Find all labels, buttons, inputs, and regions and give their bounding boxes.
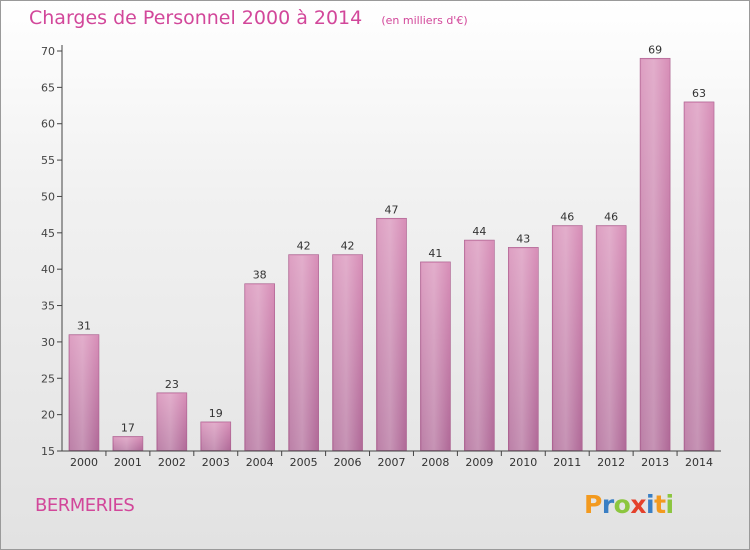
y-tick-label: 45 — [41, 227, 55, 240]
bar-sheen — [157, 393, 186, 450]
y-tick-label: 25 — [41, 372, 55, 385]
x-tick-label: 2008 — [421, 456, 449, 469]
x-tick-label: 2003 — [202, 456, 230, 469]
x-axis: 2000 2001 2002 2003 2004 2005 2006 2007 2008 2009… — [62, 450, 721, 469]
value-label: 44 — [472, 225, 486, 238]
y-axis: 15 20 25 30 35 40 45 50 55 60 65 70 — [41, 45, 63, 458]
value-label: 63 — [692, 87, 706, 100]
x-tick-label: 2014 — [685, 456, 713, 469]
x-tick-label: 2005 — [290, 456, 318, 469]
title-row: Charges de Personnel 2000 à 2014 (en mil… — [29, 7, 468, 29]
x-tick-label: 2012 — [597, 456, 625, 469]
bar-sheen — [597, 226, 626, 450]
bar-sheen — [333, 255, 362, 450]
bar-sheen — [421, 262, 450, 450]
logo-letter: P — [584, 490, 602, 519]
bars — [68, 57, 715, 452]
value-label: 38 — [253, 269, 267, 282]
value-label: 46 — [560, 211, 574, 224]
value-label: 23 — [165, 378, 179, 391]
x-tick-label: 2004 — [246, 456, 274, 469]
bar-sheen — [201, 422, 230, 450]
x-tick-label: 2002 — [158, 456, 186, 469]
value-label: 31 — [77, 320, 91, 333]
logo-letter: t — [654, 490, 666, 519]
x-tick-label: 2006 — [334, 456, 362, 469]
bar-sheen — [69, 335, 98, 450]
bar-sheen — [113, 437, 142, 450]
x-tick-label: 2010 — [509, 456, 537, 469]
value-label: 47 — [385, 203, 399, 216]
x-tick-label: 2007 — [378, 456, 406, 469]
proxiti-logo: Proxiti — [584, 490, 674, 519]
bar-sheen — [685, 102, 714, 450]
chart-unit: (en milliers d'€) — [381, 14, 468, 27]
y-tick-label: 20 — [41, 409, 55, 422]
y-tick-label: 30 — [41, 336, 55, 349]
value-label: 69 — [648, 43, 662, 56]
value-label: 17 — [121, 421, 135, 434]
y-tick-label: 70 — [41, 45, 55, 58]
value-label: 41 — [428, 247, 442, 260]
bar-sheen — [509, 248, 538, 450]
y-tick-label: 60 — [41, 118, 55, 131]
bar-sheen — [289, 255, 318, 450]
bar-sheen — [641, 59, 670, 450]
chart-title: Charges de Personnel 2000 à 2014 — [29, 7, 363, 29]
value-label: 46 — [604, 211, 618, 224]
value-label: 19 — [209, 407, 223, 420]
logo-letter: o — [613, 490, 631, 519]
y-tick-label: 15 — [41, 445, 55, 458]
value-label: 42 — [297, 240, 311, 253]
logo-letter: r — [601, 490, 614, 519]
value-label: 43 — [516, 232, 530, 245]
logo-letter: i — [665, 490, 675, 519]
y-tick-label: 35 — [41, 300, 55, 313]
y-tick-label: 55 — [41, 154, 55, 167]
x-tick-label: 2011 — [553, 456, 581, 469]
x-tick-label: 2013 — [641, 456, 669, 469]
y-tick-label: 65 — [41, 81, 55, 94]
value-labels: 31 17 23 19 38 42 42 47 41 44 43 46 46 69 63 — [77, 43, 706, 434]
bar-sheen — [465, 241, 494, 450]
commune-name: BERMERIES — [35, 495, 135, 516]
value-label: 42 — [341, 240, 355, 253]
bar-sheen — [553, 226, 582, 450]
bar-sheen — [245, 284, 274, 450]
y-tick-label: 40 — [41, 263, 55, 276]
x-tick-label: 2009 — [465, 456, 493, 469]
x-tick-label: 2000 — [70, 456, 98, 469]
logo-letter: i — [646, 490, 655, 519]
bar-sheen — [377, 219, 406, 450]
x-tick-label: 2001 — [114, 456, 142, 469]
y-tick-label: 50 — [41, 190, 55, 203]
logo-letter: x — [630, 490, 646, 519]
